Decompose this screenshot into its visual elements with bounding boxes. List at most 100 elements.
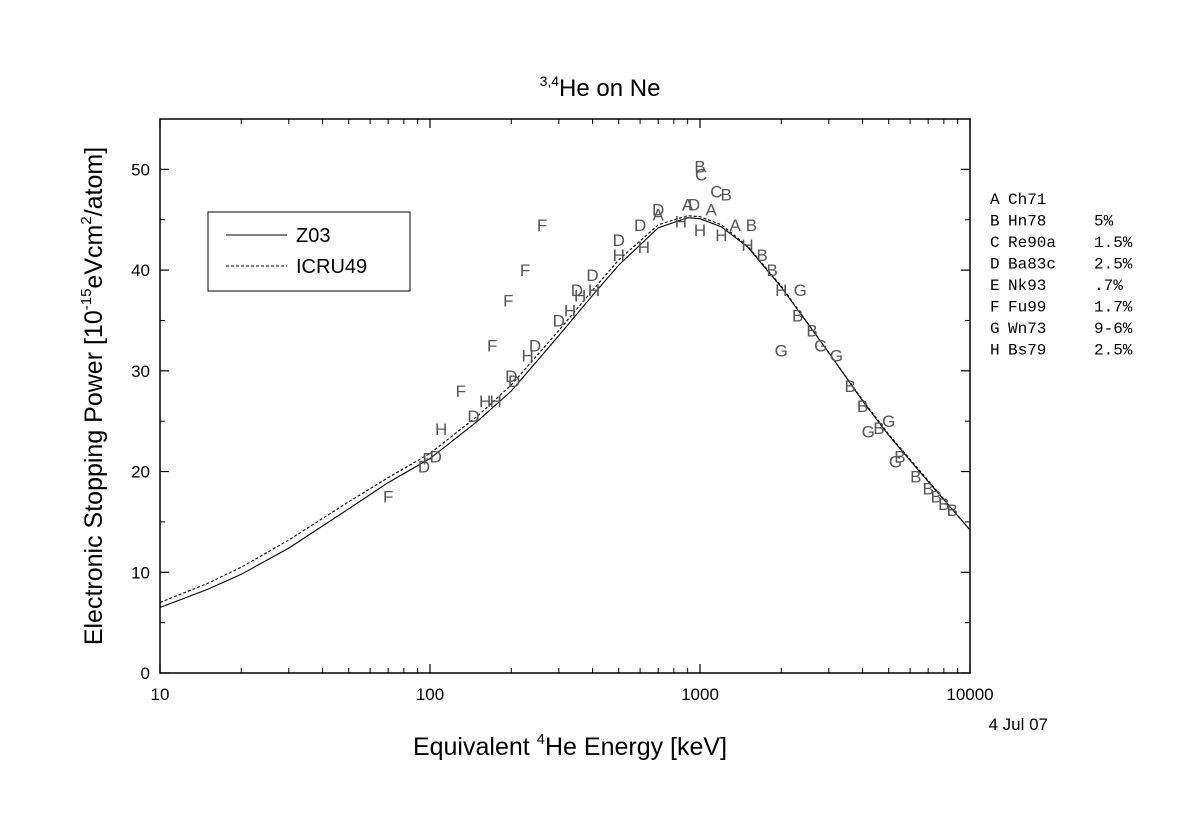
data-point-b: B (938, 495, 949, 514)
data-point-f: F (537, 216, 547, 235)
source-letter: G (990, 320, 1000, 338)
data-point-d: D (418, 458, 430, 477)
data-point-d: D (430, 447, 442, 466)
source-error: 1.7% (1094, 299, 1133, 317)
y-tick-label: 0 (141, 664, 150, 683)
data-point-d: D (529, 337, 541, 356)
data-point-g: G (830, 347, 843, 366)
source-letter: A (990, 191, 1000, 209)
data-point-h: H (479, 392, 491, 411)
y-axis-title-post: /atom] (80, 147, 108, 216)
data-point-g: G (882, 412, 895, 431)
source-ref: Bs79 (1008, 342, 1046, 360)
source-letter: D (990, 256, 1000, 274)
data-point-a: A (682, 196, 694, 215)
data-point-b: B (910, 468, 921, 487)
legend-label-icru49: ICRU49 (296, 256, 367, 278)
source-letter: H (990, 342, 1000, 360)
plot-frame (159, 118, 971, 674)
legend-box (207, 211, 411, 292)
chart-title-sup: 3,4 (540, 73, 560, 89)
data-point-f: F (520, 261, 530, 280)
data-point-c: C (710, 183, 722, 202)
data-point-d: D (688, 196, 700, 215)
data-point-a: A (653, 206, 665, 225)
legend-label-z03: Z03 (296, 225, 330, 247)
source-letter: B (990, 213, 1000, 231)
source-ref: Ch71 (1008, 191, 1046, 209)
chart-title: 3,4He on Ne (540, 73, 661, 102)
data-point-h: H (775, 281, 787, 300)
data-point-b: B (766, 261, 777, 280)
x-tick-label: 1000 (681, 685, 719, 704)
data-point-h: H (638, 238, 650, 257)
model-curves (159, 215, 971, 609)
y-tick-label: 40 (131, 261, 150, 280)
data-point-h: H (588, 281, 600, 300)
y-tick-label: 20 (131, 463, 150, 482)
x-axis-title-sup: 4 (537, 731, 545, 748)
date-stamp: 4 Jul 07 (988, 715, 1048, 734)
source-ref: Hn78 (1008, 213, 1046, 231)
data-point-d: D (652, 201, 664, 220)
source-ref: Re90a (1008, 234, 1056, 252)
legend: Z03 ICRU49 (207, 211, 411, 292)
x-axis-title-pre: Equivalent (413, 733, 537, 761)
chart-title-main: He on Ne (559, 75, 660, 102)
data-point-h: H (522, 347, 534, 366)
data-point-g: G (775, 342, 788, 361)
data-point-b: B (757, 246, 768, 265)
source-ref: Fu99 (1008, 299, 1046, 317)
data-point-b: B (857, 397, 868, 416)
source-error: 2.5% (1094, 256, 1133, 274)
data-point-b: B (694, 157, 705, 176)
data-point-a: A (706, 201, 718, 220)
source-error: 9-6% (1094, 320, 1133, 338)
y-tick-label: 10 (131, 563, 150, 582)
data-point-d: D (586, 266, 598, 285)
data-point-d: D (571, 281, 583, 300)
data-point-b: B (931, 488, 942, 507)
y-axis-title-mid: eVcm (80, 225, 108, 289)
data-point-f: F (422, 449, 432, 468)
data-point-g: G (862, 422, 875, 441)
source-ref: Ba83c (1008, 256, 1056, 274)
data-point-d: D (553, 311, 565, 330)
data-point-b: B (947, 501, 958, 520)
source-error: .7% (1094, 277, 1123, 295)
data-point-h: H (715, 226, 727, 245)
data-point-c: C (695, 165, 707, 184)
data-point-g: G (889, 452, 902, 471)
source-error: 1.5% (1094, 234, 1133, 252)
data-point-g: G (794, 281, 807, 300)
x-axis-title: Equivalent 4He Energy [keV] (413, 731, 727, 761)
data-point-h: H (675, 213, 687, 232)
y-axis-title-sup2: 2 (78, 216, 95, 224)
data-point-d: D (505, 367, 517, 386)
data-point-b: B (873, 419, 884, 438)
data-point-d: D (613, 231, 625, 250)
source-letter: E (990, 277, 1000, 295)
data-point-d: D (634, 216, 646, 235)
data-point-b: B (792, 306, 803, 325)
source-letter: F (990, 299, 1000, 317)
source-error: 2.5% (1094, 342, 1133, 360)
y-axis-title-sup1: -15 (78, 289, 95, 311)
data-point-b: B (746, 216, 757, 235)
data-points: FFDDHFDHHFFDDFHDFDHDHDHDHDHADHADBCHACBHA… (383, 157, 958, 519)
y-axis-title-pre: Electronic Stopping Power [10 (80, 310, 108, 645)
data-point-d: D (467, 407, 479, 426)
data-point-h: H (574, 286, 586, 305)
source-list: A Ch71 B Hn78 5% C Re90a 1.5% D Ba83c 2.5% E Nk93 .7%… (990, 191, 1133, 360)
source-ref: Nk93 (1008, 277, 1046, 295)
data-point-b: B (923, 480, 934, 499)
data-point-b: B (806, 322, 817, 341)
data-point-h: H (613, 246, 625, 265)
source-ref: Wn73 (1008, 320, 1046, 338)
source-error: 5% (1094, 213, 1114, 231)
curve-icru49 (159, 215, 971, 604)
data-point-h: H (489, 392, 501, 411)
data-point-h: H (694, 221, 706, 240)
